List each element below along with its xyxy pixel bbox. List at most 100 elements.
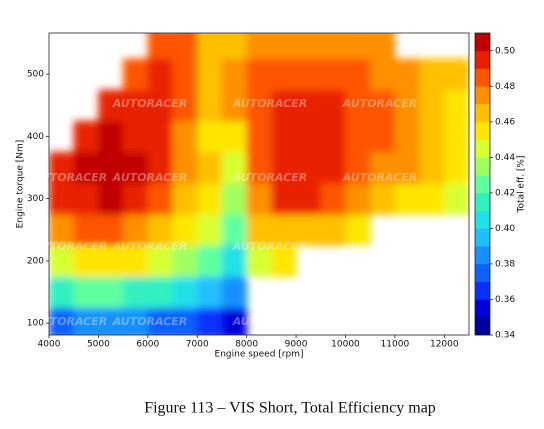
contour-cell <box>197 245 223 277</box>
contour-cell <box>345 120 371 153</box>
contour-cell <box>123 151 149 184</box>
contour-cell <box>444 89 469 122</box>
colorbar-band <box>475 121 490 140</box>
contour-cell <box>172 245 198 277</box>
colorbar-tick-label: 0.40 <box>495 224 515 234</box>
contour-cell <box>49 276 75 309</box>
contour-cell <box>394 120 421 153</box>
contour-cell <box>419 89 445 122</box>
watermark: AUTORACER <box>32 240 108 253</box>
x-tick-label: 5000 <box>87 340 110 350</box>
contour-cell <box>73 183 99 215</box>
contour-cell <box>73 151 99 184</box>
colorbar-band <box>475 299 490 318</box>
plot-area <box>49 33 469 335</box>
contour-cell <box>271 183 297 215</box>
contour-cell <box>49 245 75 277</box>
contour-cell <box>221 89 248 122</box>
contour-cell <box>444 58 469 91</box>
contour-cell <box>98 120 124 153</box>
contour-cell <box>147 151 174 184</box>
colorbar-band <box>475 139 490 158</box>
contour-cell <box>73 214 99 246</box>
colorbar-tick-label: 0.34 <box>495 331 515 341</box>
contour-cell <box>172 183 198 215</box>
colorbar-band <box>475 157 490 176</box>
contour-cell <box>197 120 223 153</box>
contour-cell <box>296 214 322 246</box>
contour-cell <box>320 89 346 122</box>
x-tick-label: 9000 <box>285 340 308 350</box>
contour-cell <box>172 307 198 335</box>
contour-cell <box>296 151 322 184</box>
y-tick-label: 100 <box>27 319 44 329</box>
contour-cell <box>370 33 396 60</box>
watermark: AUTORACER <box>232 171 308 184</box>
watermark: AUTORACER <box>112 315 188 328</box>
x-tick-label: 6000 <box>136 340 159 350</box>
contour-cell <box>370 58 396 91</box>
contour-cell <box>246 120 272 153</box>
watermark: AUTORACER <box>342 97 418 110</box>
contour-cell <box>197 151 223 184</box>
contour-cell <box>147 89 174 122</box>
colorbar-tick-label: 0.50 <box>495 46 515 56</box>
contour-cell <box>172 214 198 246</box>
contour-cell <box>147 120 174 153</box>
colorbar-band <box>475 246 490 265</box>
watermark: AUTORACER <box>32 171 108 184</box>
contour-cell <box>49 183 75 215</box>
contour-cell <box>123 245 149 277</box>
contour-cell <box>98 183 124 215</box>
colorbar-band <box>475 50 490 69</box>
contour-cell <box>246 58 272 91</box>
contour-cell <box>320 58 346 91</box>
figure-caption: Figure 113 – VIS Short, Total Efficiency… <box>144 400 436 417</box>
contour-cell <box>147 214 174 246</box>
contour-cell <box>394 89 421 122</box>
y-tick-label: 200 <box>27 256 44 266</box>
contour-cell <box>221 120 248 153</box>
colorbar-band <box>475 281 490 300</box>
colorbar-tick-label: 0.44 <box>495 153 515 163</box>
contour-cell <box>49 151 75 184</box>
watermark: AUTORACER <box>112 97 188 110</box>
contour-cell <box>221 276 248 309</box>
contour-cell <box>419 183 445 215</box>
contour-field <box>49 33 469 335</box>
contour-cell <box>49 307 75 335</box>
contour-cell <box>221 151 248 184</box>
contour-cell <box>123 276 149 309</box>
contour-cell <box>172 276 198 309</box>
contour-cell <box>444 183 469 215</box>
contour-cell <box>98 214 124 246</box>
x-tick-label: 11000 <box>381 340 410 350</box>
y-tick-label: 300 <box>27 194 44 204</box>
contour-cell <box>444 151 469 184</box>
contour-cell <box>296 120 322 153</box>
contour-cell <box>147 245 174 277</box>
x-tick-label: 10000 <box>331 340 360 350</box>
contour-cell <box>345 151 371 184</box>
contour-cell <box>246 89 272 122</box>
contour-cell <box>73 245 99 277</box>
contour-cell <box>172 89 198 122</box>
colorbar-tick-label: 0.48 <box>495 82 515 92</box>
watermark: AUTORACER <box>232 97 308 110</box>
contour-cell <box>147 183 174 215</box>
contour-cell <box>221 214 248 246</box>
contour-cell <box>370 183 396 215</box>
contour-cell <box>246 33 272 60</box>
colorbar-frame <box>474 32 491 336</box>
contour-cell <box>197 214 223 246</box>
contour-cell <box>271 33 297 60</box>
contour-cell <box>345 58 371 91</box>
contour-cell <box>147 276 174 309</box>
contour-cell <box>296 183 322 215</box>
contour-cell <box>271 151 297 184</box>
contour-cell <box>221 307 248 335</box>
contour-cell <box>419 151 445 184</box>
contour-cell <box>197 307 223 335</box>
contour-cell <box>320 33 346 60</box>
contour-cell <box>147 33 174 60</box>
